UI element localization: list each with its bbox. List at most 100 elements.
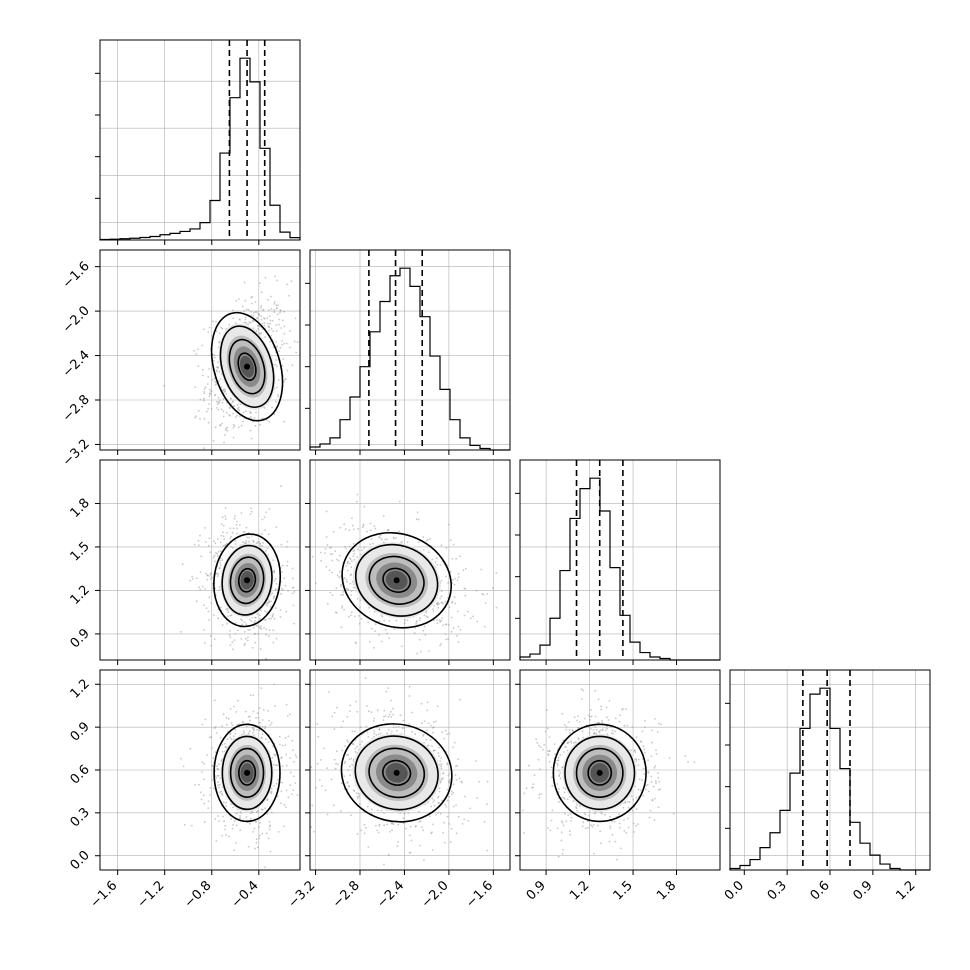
sample-point [439,621,442,623]
sample-point [457,610,459,613]
sample-point [341,607,343,609]
sample-point [654,718,656,720]
sample-point [254,620,256,622]
sample-point [386,823,388,826]
y-tick-label: 1.8 [68,496,93,521]
sample-point [249,429,252,432]
sample-point [442,624,445,627]
sample-point [486,593,489,595]
sample-point [230,535,232,538]
sample-point [372,646,375,649]
sample-point [446,762,449,765]
sample-point [442,831,444,834]
sample-point [442,602,444,605]
sample-point [619,826,621,829]
sample-point [201,344,204,347]
sample-point [462,569,465,572]
sample-point [440,765,442,768]
sample-point [267,710,270,712]
sample-point [367,736,370,738]
sample-point [262,308,265,311]
sample-point [277,394,279,396]
sample-point [383,715,385,718]
sample-point [225,608,228,610]
sample-point [217,781,219,783]
sample-point [361,740,363,743]
sample-point [194,784,197,786]
sample-point [411,711,413,714]
sample-point [452,627,455,630]
sample-point [261,736,263,739]
sample-point [584,813,587,816]
sample-point [551,809,554,812]
sample-point [273,617,276,620]
sample-point [373,610,376,613]
sample-point [398,500,401,503]
sample-point [437,606,440,609]
sample-point [277,831,280,833]
sample-point [535,738,537,741]
sample-point [553,743,556,745]
sample-point [209,635,212,637]
sample-point [234,515,236,517]
sample-point [653,819,656,822]
sample-point [236,532,238,535]
panel-frame [99,39,301,241]
sample-point [219,791,222,794]
sample-point [195,600,198,603]
sample-point [215,320,217,323]
sample-point [280,790,283,793]
sample-point [266,419,268,422]
x-tick-label: −0.8 [182,878,215,911]
sample-point [233,639,236,641]
sample-point [647,790,650,793]
sample-point [461,781,463,784]
sample-point [480,568,483,571]
sample-point [277,795,279,798]
sample-point [182,765,185,768]
sample-point [269,808,272,811]
sample-point [244,637,247,640]
sample-point [286,369,289,372]
sample-point [637,764,640,767]
sample-point [276,279,278,282]
sample-point [578,805,581,808]
contour-line [354,735,439,811]
sample-point [417,810,420,813]
sample-point [438,746,440,749]
sample-point [263,516,266,519]
sample-point [286,560,289,563]
sample-point [608,700,611,702]
sample-point [436,618,438,621]
sample-point [609,825,611,828]
sample-point [219,378,222,380]
sample-point [199,588,202,591]
sample-point [419,650,422,653]
sample-point [436,622,439,625]
sample-point [203,388,206,390]
sample-point [222,815,225,818]
sample-point [264,276,267,279]
sample-point [217,573,220,576]
sample-point [315,582,317,584]
sample-point [216,407,218,409]
sample-point [208,403,211,405]
sample-point [440,757,443,760]
sample-point [326,767,328,769]
sample-point [557,769,560,772]
sample-point [651,729,653,732]
sample-point [347,740,349,743]
sample-point [429,739,432,741]
sample-point [255,810,258,813]
sample-point [278,350,280,352]
sample-point [589,728,592,730]
sample-point [233,705,235,708]
sample-point [183,823,186,826]
sample-point [422,549,425,551]
sample-point [253,827,256,830]
sample-point [269,341,272,343]
sample-point [245,623,248,625]
sample-point [258,729,261,732]
sample-point [317,735,320,738]
sample-point [192,577,194,580]
